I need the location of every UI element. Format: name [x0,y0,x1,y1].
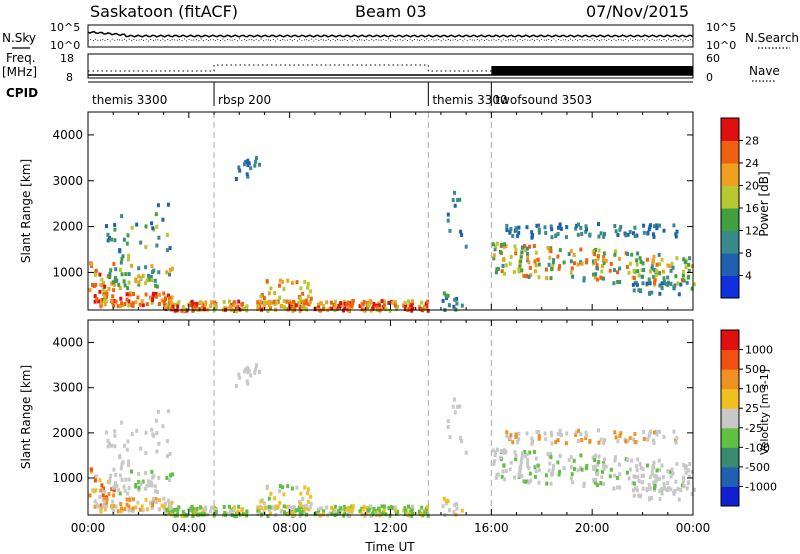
power-colorbar-label: Power [dB] [757,171,771,236]
cpid-segment-label: themis 3300 [432,93,507,107]
freq-left-tick-bottom: 8 [66,71,73,84]
freq-left-tick-top: 18 [60,52,74,65]
nave-line [88,64,492,72]
colorbar-tick-label: -500 [745,461,770,474]
y-tick-label: 1000 [52,471,83,485]
y-tick-label: 3000 [52,174,83,188]
noise-search-line [87,38,694,42]
freq-right-tick-top: 60 [706,52,720,65]
x-tick-label: 08:00 [272,521,307,535]
noise-panel: 10^5 10^0 10^5 10^0 [50,21,736,52]
velocity-colorbar-label: Velocity [m s-1] [758,369,771,455]
y-tick-label: 1000 [52,265,83,279]
power-ylabel: Slant Range [km] [19,159,33,263]
cpid-label: CPID [6,86,38,100]
colorbar-tick-label: 28 [745,135,759,148]
noise-left-tick-bottom: 10^0 [50,39,80,52]
y-tick-label: 4000 [52,336,83,350]
colorbar-tick-label: -1000 [745,480,777,493]
velocity-ylabel: Slant Range [km] [19,365,33,469]
colorbar-tick-label: 20 [745,180,759,193]
cpid-segment-label: themis 3300 [92,93,167,107]
x-tick-label: 00:00 [676,521,711,535]
power-colorbar: 4 8 12 16 20 24 28 Power [dB] [720,117,771,299]
y-tick-label: 3000 [52,381,83,395]
velocity-panel: 1000 2000 3000 4000 00:00 04:00 08:00 12:00 16:0… [19,319,711,554]
nsearch-label: N.Search [745,31,799,45]
freq-panel: 18 8 60 0 [60,52,720,84]
noise-left-tick-top: 10^5 [50,21,80,34]
colorbar-tick-label: 8 [745,247,752,260]
date-title: 07/Nov/2015 [586,2,689,21]
colorbar-tick-label: 1000 [745,344,773,357]
x-tick-label: 12:00 [373,521,408,535]
cpid-bar: themis 3300 rbsp 200 themis 3300twofsound … [88,81,693,107]
x-tick-label: 00:00 [71,521,106,535]
station-title: Saskatoon (fitACF) [90,2,238,21]
noise-right-tick-bottom: 10^0 [706,39,736,52]
cpid-segment-label: twofsound 3503 [495,93,592,107]
x-tick-label: 20:00 [575,521,610,535]
x-tick-label: 04:00 [172,521,207,535]
freq-label-line1: Freq. [6,51,36,65]
freq-label-line2: [MHz] [2,65,37,79]
colorbar-tick-label: -25 [745,422,763,435]
colorbar-tick-label: 4 [745,270,752,283]
colorbar-tick-label: 12 [745,225,759,238]
noise-right-tick-top: 10^5 [706,21,736,34]
y-tick-label: 4000 [52,128,83,142]
nave-dense-block [491,66,693,75]
nsky-label: N.Sky [2,31,36,45]
y-tick-label: 2000 [52,426,83,440]
colorbar-tick-label: -100 [745,441,770,454]
noise-sky-line [87,30,694,38]
power-panel: 1000 2000 3000 4000 Slant Range [km] [19,111,696,314]
x-tick-label: 16:00 [474,521,509,535]
colorbar-tick-label: 100 [745,383,766,396]
velocity-colorbar: 1000 500 100 25 -25 -100 -500 -1000 Velocity [m… [720,329,777,507]
cpid-segment-label: rbsp 200 [218,93,271,107]
nave-label: Nave [749,64,780,78]
colorbar-tick-label: 24 [745,157,759,170]
colorbar-tick-label: 500 [745,363,766,376]
colorbar-tick-label: 16 [745,202,759,215]
beam-title: Beam 03 [355,2,427,21]
y-tick-label: 2000 [52,220,83,234]
freq-right-tick-bottom: 0 [706,71,713,84]
x-axis-label: Time UT [364,540,415,554]
colorbar-tick-label: 25 [745,402,759,415]
